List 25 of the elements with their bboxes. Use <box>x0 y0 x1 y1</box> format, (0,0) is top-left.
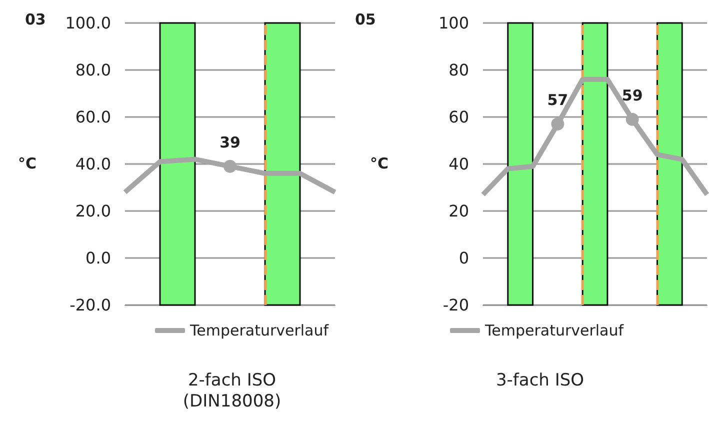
y-tick-label: 20.0 <box>75 202 111 220</box>
chart-title: 05 <box>355 10 376 28</box>
data-label: 39 <box>220 133 240 152</box>
legend-label: Temperaturverlauf <box>484 322 624 340</box>
y-tick-label: 20 <box>448 202 469 220</box>
y-tick-label: 60 <box>448 108 469 126</box>
y-tick-label: 40.0 <box>75 154 111 174</box>
text: 2-fach ISO (DIN18008) <box>182 370 282 412</box>
y-tick-label: -20 <box>442 296 469 314</box>
y-axis-title: °C <box>18 154 37 172</box>
y-tick-label: 60.0 <box>75 108 111 126</box>
y-tick-label: 80.0 <box>75 60 111 80</box>
y-tick-label: 100 <box>438 14 469 32</box>
legend-label: Temperaturverlauf <box>189 322 330 340</box>
y-tick-label: 40 <box>448 154 469 174</box>
y-tick-label: 0 <box>458 248 469 268</box>
data-label: 59 <box>622 86 643 104</box>
text: 3-fach ISO <box>496 370 584 390</box>
y-tick-label: 100.0 <box>65 14 111 32</box>
y-tick-label: 80 <box>448 60 469 80</box>
data-label: 57 <box>547 91 568 110</box>
y-tick-label: 0.0 <box>86 248 111 268</box>
y-axis-title: °C <box>370 154 389 172</box>
y-tick-label: -20.0 <box>70 296 111 314</box>
chart-title: 03 <box>25 10 46 28</box>
